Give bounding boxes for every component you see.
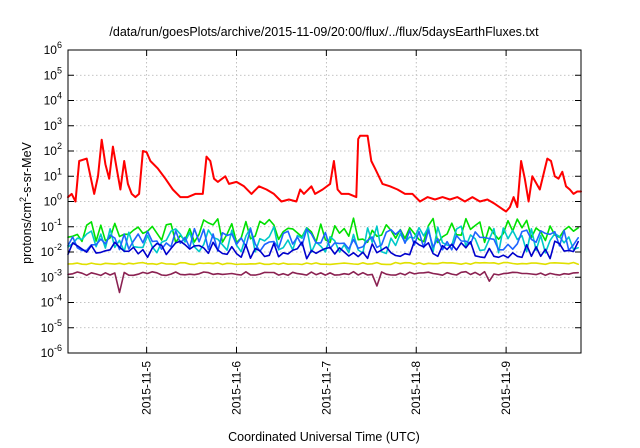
y-tick-label: 103 <box>44 116 62 133</box>
y-tick-exponent: 2 <box>57 141 62 151</box>
series-line-5 <box>67 261 579 266</box>
y-tick-exponent: -1 <box>54 217 62 227</box>
y-tick-exponent: 6 <box>57 40 62 50</box>
y-tick-label: 10-2 <box>41 242 62 259</box>
x-tick-label: 2015-11-9 <box>499 361 513 415</box>
y-tick-base: 10 <box>41 346 55 360</box>
y-tick-exponent: 4 <box>57 91 62 101</box>
y-tick-label: 101 <box>44 166 62 183</box>
y-tick-label: 105 <box>44 65 62 82</box>
y-tick-label: 10-1 <box>41 217 62 234</box>
y-tick-label: 10-6 <box>41 343 62 360</box>
y-tick-exponent: 3 <box>57 116 62 126</box>
y-tick-base: 10 <box>41 245 55 259</box>
y-axis-label-suffix: -s-sr-MeV <box>20 141 34 197</box>
series-line-4 <box>67 240 579 260</box>
y-tick-base: 10 <box>44 68 58 82</box>
y-tick-base: 10 <box>44 119 58 133</box>
grid-lines <box>68 50 581 353</box>
y-tick-labels: 10610510410310210110010-110-210-310-410-… <box>41 40 62 360</box>
y-tick-label: 104 <box>44 91 62 108</box>
chart-title: /data/run/goesPlots/archive/2015-11-09/2… <box>109 25 539 39</box>
x-tick-label: 2015-11-5 <box>140 361 154 415</box>
y-tick-exponent: -2 <box>54 242 62 252</box>
tick-marks <box>68 49 581 354</box>
y-tick-base: 10 <box>44 169 58 183</box>
y-axis-label-superscript: 2 <box>18 197 28 202</box>
y-tick-label: 102 <box>44 141 62 158</box>
x-tick-label: 2015-11-8 <box>409 361 423 415</box>
y-axis-label: protons/cm2-s-sr-MeV <box>18 141 34 263</box>
y-tick-exponent: 5 <box>57 65 62 75</box>
y-tick-label: 106 <box>44 40 62 57</box>
y-tick-exponent: -3 <box>54 267 62 277</box>
y-tick-exponent: 1 <box>57 166 62 176</box>
series-line-3 <box>67 227 579 253</box>
y-tick-exponent: -6 <box>54 343 62 353</box>
y-tick-base: 10 <box>44 94 58 108</box>
y-tick-exponent: 0 <box>57 192 62 202</box>
x-tick-labels: 2015-11-5 2015-11-6 2015-11-7 2015-11-8 2015… <box>140 361 513 415</box>
y-tick-exponent: -5 <box>54 318 62 328</box>
y-tick-base: 10 <box>44 43 58 57</box>
series-line-6 <box>67 270 579 294</box>
series-line-1 <box>67 217 579 244</box>
y-tick-exponent: -4 <box>54 293 62 303</box>
y-tick-label: 10-5 <box>41 318 62 335</box>
y-tick-label: 10-3 <box>41 267 62 284</box>
y-tick-base: 10 <box>44 144 58 158</box>
series-line-0 <box>67 134 582 213</box>
y-tick-base: 10 <box>41 296 55 310</box>
y-tick-base: 10 <box>41 220 55 234</box>
y-tick-base: 10 <box>41 270 55 284</box>
y-axis-label-prefix: protons/cm <box>20 202 34 264</box>
series-group <box>67 134 582 294</box>
x-tick-label: 2015-11-7 <box>319 361 333 415</box>
y-tick-label: 100 <box>44 192 62 209</box>
y-tick-label: 10-4 <box>41 293 62 310</box>
y-tick-base: 10 <box>44 195 58 209</box>
x-tick-label: 2015-11-6 <box>230 361 244 415</box>
y-tick-base: 10 <box>41 321 55 335</box>
x-axis-label: Coordinated Universal Time (UTC) <box>228 430 420 444</box>
